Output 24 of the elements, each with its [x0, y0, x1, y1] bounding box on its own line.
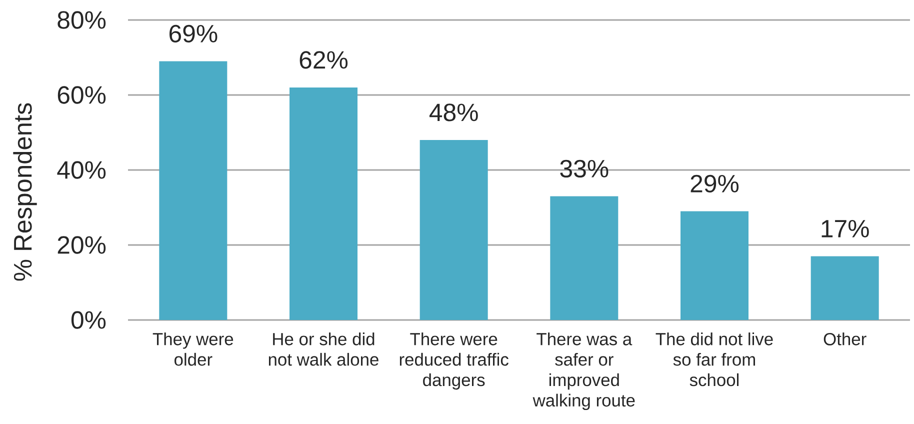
data-label: 69%	[170, 24, 218, 42]
data-label: 29%	[690, 174, 739, 192]
data-label: 33%	[560, 160, 608, 178]
y-tick-label: 20%	[58, 236, 106, 254]
x-tick-label: He or she did not walk alone	[268, 332, 378, 366]
x-tick-label: There were reduced traffic dangers	[400, 332, 508, 390]
bar	[680, 211, 749, 320]
x-tick-label: Other	[824, 332, 866, 346]
bar	[810, 256, 879, 320]
bar	[550, 196, 618, 320]
bar	[420, 140, 488, 320]
data-label: 48%	[429, 104, 478, 122]
y-tick-label: 40%	[57, 161, 106, 179]
y-tick-label: 60%	[58, 86, 106, 104]
x-tick-label: There was a safer or improved walking route	[532, 332, 635, 410]
bar	[290, 88, 358, 320]
y-axis-title: % Respondents	[13, 103, 37, 281]
data-label: 62%	[300, 51, 348, 69]
x-tick-label: The did not live so far from school	[656, 332, 773, 386]
x-tick-label: They were older	[152, 332, 234, 366]
data-label: 17%	[822, 220, 869, 238]
y-tick-label: 80%	[58, 11, 106, 29]
bar	[159, 61, 228, 320]
y-tick-label: 0%	[71, 311, 106, 329]
